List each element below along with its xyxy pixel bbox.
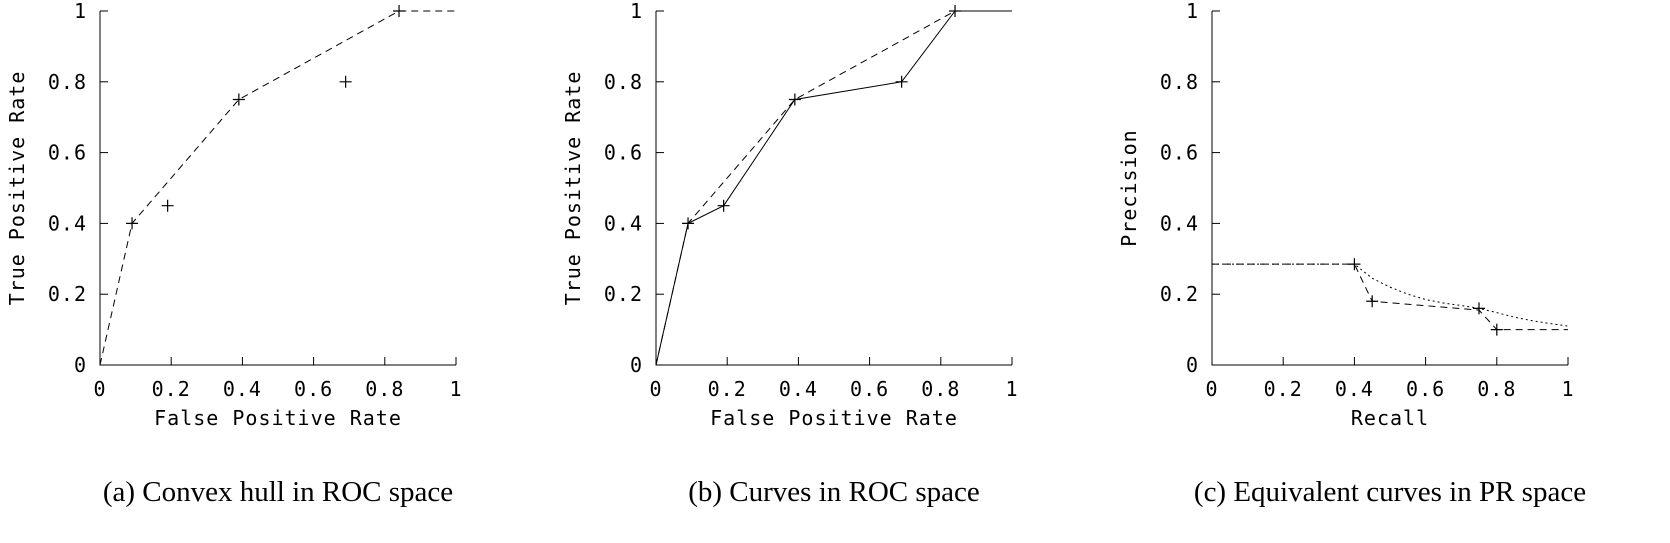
x-tick-label: 0.2 [1264,377,1303,401]
figure-a: 0 0.2 0.4 0.6 0.8 1 0 0.2 0.4 0.6 0.8 1 False Positi… [0,0,556,509]
point-marker [1490,323,1503,336]
y-tick-label: 0.6 [48,141,87,165]
y-tick-label: 0.8 [1160,70,1199,94]
y-axis-title: Precision [1117,129,1141,246]
figure-a-caption: (a) Convex hull in ROC space [102,476,454,508]
figure-b-caption: (b) Curves in ROC space [688,476,980,508]
y-tick-label: 0.4 [48,211,87,235]
y-tick-label: 0.4 [604,211,643,235]
figure-c-caption: (c) Equivalent curves in PR space [1193,476,1587,508]
y-tick-label: 0.8 [48,70,87,94]
point-marker [232,93,245,106]
y-tick-label: 1 [74,0,87,23]
point-marker [717,199,730,212]
y-tick-label: 0.2 [604,282,643,306]
y-tick-label: 0 [1186,353,1199,377]
x-tick-label: 0.8 [921,377,960,401]
point-marker [1366,295,1379,308]
point-marker [1348,258,1361,271]
x-tick-label: 0.8 [1477,377,1516,401]
y-tick-label: 0.2 [48,282,87,306]
point-marker [895,75,908,88]
roc-curves-chart: 0 0.2 0.4 0.6 0.8 1 0 0.2 0.4 0.6 0.8 1 False Positi… [561,0,1018,430]
x-tick-label: 0.4 [779,377,818,401]
point-marker [393,5,406,17]
x-axis-title: Recall [1351,406,1429,430]
series-roc-curve [655,10,1012,366]
point-marker [949,5,962,17]
y-axis-title: True Positive Rate [561,71,585,306]
x-tick-label: 0 [649,377,662,401]
point-marker [339,75,352,88]
x-tick-label: 0.2 [152,377,191,401]
pr-curves-chart: 0 0.2 0.4 0.6 0.8 1 0 0.2 0.4 0.6 0.8 1 Recall Precis… [1117,0,1574,430]
point-marker [682,217,695,230]
y-tick-label: 1 [630,0,643,23]
figure-b: 0 0.2 0.4 0.6 0.8 1 0 0.2 0.4 0.6 0.8 1 False Positi… [556,0,1112,509]
y-tick-label: 0.4 [1160,211,1199,235]
x-tick-label: 0 [93,377,106,401]
y-axis-title: True Positive Rate [5,71,29,306]
x-tick-label: 0.2 [708,377,747,401]
series-pr-curve [1212,263,1568,331]
x-tick-label: 1 [1561,377,1574,401]
y-tick-label: 0.6 [1160,141,1199,165]
y-tick-label: 0 [74,353,87,377]
x-tick-label: 0.6 [850,377,889,401]
figure-c: 0 0.2 0.4 0.6 0.8 1 0 0.2 0.4 0.6 0.8 1 Recall Precis… [1112,0,1668,509]
x-tick-label: 0.6 [1406,377,1445,401]
figure-row: 0 0.2 0.4 0.6 0.8 1 0 0.2 0.4 0.6 0.8 1 False Positi… [0,0,1668,509]
series-convex-hull [655,10,1012,366]
axes [1211,11,1568,366]
x-axis-title: False Positive Rate [710,406,958,430]
point-marker [788,93,801,106]
axes [99,11,456,366]
series-achievable-pr-curve [1212,263,1569,327]
y-tick-label: 0.8 [604,70,643,94]
point-marker [161,199,174,212]
x-tick-label: 1 [1005,377,1018,401]
point-marker [1473,302,1485,315]
x-axis-title: False Positive Rate [154,406,402,430]
x-tick-label: 0.4 [1335,377,1374,401]
x-tick-label: 1 [449,377,462,401]
y-tick-label: 0.2 [1160,282,1199,306]
x-tick-label: 0 [1205,377,1218,401]
axes [655,11,1012,366]
y-tick-label: 1 [1186,0,1199,23]
y-tick-label: 0 [630,353,643,377]
x-tick-label: 0.6 [294,377,333,401]
point-marker [126,217,139,230]
roc-convex-hull-chart: 0 0.2 0.4 0.6 0.8 1 0 0.2 0.4 0.6 0.8 1 False Positi… [5,0,462,430]
x-tick-label: 0.4 [223,377,262,401]
y-tick-label: 0.6 [604,141,643,165]
series-convex-hull [99,10,456,366]
x-tick-label: 0.8 [365,377,404,401]
